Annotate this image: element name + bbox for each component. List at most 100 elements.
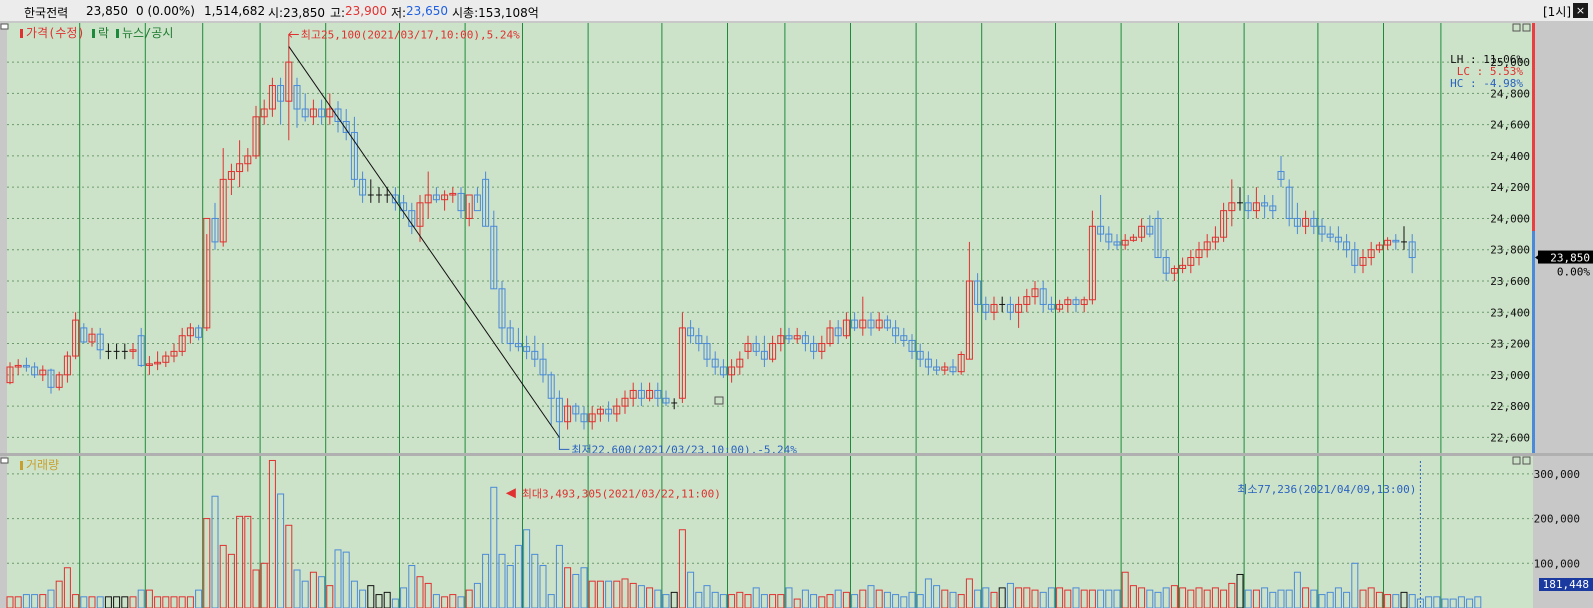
candle-body[interactable] bbox=[424, 194, 432, 204]
candle-body[interactable] bbox=[22, 364, 30, 368]
volume-bar[interactable] bbox=[506, 565, 514, 608]
candle-body[interactable] bbox=[1023, 296, 1031, 305]
candle-body[interactable] bbox=[834, 327, 842, 337]
candle-body[interactable] bbox=[1105, 233, 1113, 243]
volume-bar[interactable] bbox=[777, 594, 785, 608]
volume-bar[interactable] bbox=[383, 591, 391, 608]
candle-body[interactable] bbox=[752, 343, 760, 352]
candle-body[interactable] bbox=[309, 108, 317, 118]
candle-body[interactable] bbox=[662, 397, 670, 404]
volume-bar[interactable] bbox=[1105, 589, 1113, 608]
candle-body[interactable] bbox=[596, 408, 604, 415]
legend-ex-dividend[interactable]: 락 bbox=[98, 26, 109, 40]
candle-body[interactable] bbox=[892, 327, 900, 337]
volume-bar[interactable] bbox=[1244, 589, 1252, 608]
volume-bar[interactable] bbox=[1252, 589, 1260, 608]
candle-body[interactable] bbox=[227, 171, 235, 180]
candle-body[interactable] bbox=[449, 192, 457, 196]
candle-body[interactable] bbox=[1211, 236, 1219, 243]
volume-panel-menu-icon[interactable] bbox=[0, 457, 9, 464]
volume-bar[interactable] bbox=[1408, 594, 1416, 608]
volume-bar[interactable] bbox=[523, 529, 531, 608]
candle-body[interactable] bbox=[982, 303, 990, 313]
candle-body[interactable] bbox=[531, 350, 539, 360]
candle-body[interactable] bbox=[1162, 257, 1170, 274]
volume-bar[interactable] bbox=[104, 596, 112, 608]
volume-bar[interactable] bbox=[1392, 594, 1400, 608]
volume-bar[interactable] bbox=[1441, 598, 1449, 608]
candle-body[interactable] bbox=[1064, 299, 1072, 305]
candle-body[interactable] bbox=[1326, 233, 1334, 238]
volume-bar[interactable] bbox=[211, 495, 219, 608]
candle-body[interactable] bbox=[145, 363, 153, 366]
volume-bar[interactable] bbox=[72, 594, 80, 608]
candle-body[interactable] bbox=[777, 335, 785, 345]
candle-body[interactable] bbox=[1310, 217, 1318, 227]
candle-body[interactable] bbox=[990, 303, 998, 313]
volume-bar[interactable] bbox=[1416, 598, 1424, 608]
volume-bar[interactable] bbox=[1220, 589, 1228, 608]
volume-bar[interactable] bbox=[31, 594, 39, 608]
volume-bar[interactable] bbox=[1351, 562, 1359, 608]
candle-body[interactable] bbox=[613, 405, 621, 415]
candle-body[interactable] bbox=[129, 349, 137, 352]
candle-body[interactable] bbox=[1047, 303, 1055, 310]
volume-bar[interactable] bbox=[1474, 596, 1482, 608]
candle-body[interactable] bbox=[1408, 241, 1416, 259]
candle-body[interactable] bbox=[564, 405, 572, 423]
candle-body[interactable] bbox=[728, 366, 736, 376]
legend-volume[interactable]: 거래량 bbox=[26, 458, 59, 472]
candle-body[interactable] bbox=[1088, 225, 1096, 301]
candle-body[interactable] bbox=[916, 350, 924, 360]
candle-body[interactable] bbox=[1121, 239, 1129, 246]
volume-bar[interactable] bbox=[662, 594, 670, 608]
candle-body[interactable] bbox=[547, 374, 555, 399]
volume-bar[interactable] bbox=[1326, 591, 1334, 608]
volume-bar[interactable] bbox=[1080, 589, 1088, 608]
candle-body[interactable] bbox=[1056, 303, 1064, 310]
candle-body[interactable] bbox=[441, 194, 449, 201]
candle-body[interactable] bbox=[80, 327, 88, 343]
volume-bar[interactable] bbox=[96, 596, 104, 608]
volume-bar[interactable] bbox=[1277, 589, 1285, 608]
candle-body[interactable] bbox=[908, 339, 916, 352]
volume-bar[interactable] bbox=[1343, 591, 1351, 608]
volume-bar[interactable] bbox=[39, 594, 47, 608]
volume-bar[interactable] bbox=[490, 486, 498, 608]
candle-body[interactable] bbox=[801, 335, 809, 345]
volume-bar[interactable] bbox=[1269, 591, 1277, 608]
candle-body[interactable] bbox=[605, 408, 613, 415]
volume-bar[interactable] bbox=[539, 565, 547, 608]
volume-bar[interactable] bbox=[186, 596, 194, 608]
candle-body[interactable] bbox=[580, 413, 588, 423]
volume-bar[interactable] bbox=[432, 594, 440, 608]
candle-body[interactable] bbox=[6, 366, 14, 384]
candle-body[interactable] bbox=[326, 108, 334, 118]
candle-body[interactable] bbox=[1179, 264, 1187, 269]
volume-bar[interactable] bbox=[1310, 589, 1318, 608]
volume-bar[interactable] bbox=[63, 567, 71, 608]
volume-bar[interactable] bbox=[1031, 589, 1039, 608]
candle-body[interactable] bbox=[646, 389, 654, 399]
volume-bar[interactable] bbox=[1088, 589, 1096, 608]
volume-bar[interactable] bbox=[547, 594, 555, 608]
volume-bar[interactable] bbox=[883, 591, 891, 608]
volume-bar[interactable] bbox=[1187, 589, 1195, 608]
candle-body[interactable] bbox=[465, 194, 473, 219]
volume-bar[interactable] bbox=[564, 567, 572, 608]
candle-body[interactable] bbox=[490, 225, 498, 290]
candle-body[interactable] bbox=[236, 163, 244, 173]
candle-body[interactable] bbox=[63, 355, 71, 376]
volume-bar[interactable] bbox=[227, 553, 235, 608]
candle-body[interactable] bbox=[88, 333, 96, 343]
candle-body[interactable] bbox=[342, 121, 350, 133]
volume-bar[interactable] bbox=[842, 591, 850, 608]
candle-body[interactable] bbox=[1302, 217, 1310, 227]
candle-body[interactable] bbox=[744, 343, 752, 352]
volume-maximize-icon[interactable] bbox=[1522, 456, 1531, 465]
candle-body[interactable] bbox=[1170, 267, 1178, 274]
candle-body[interactable] bbox=[875, 319, 883, 329]
volume-bar[interactable] bbox=[260, 562, 268, 608]
candle-body[interactable] bbox=[244, 155, 252, 165]
volume-bar[interactable] bbox=[375, 594, 383, 608]
